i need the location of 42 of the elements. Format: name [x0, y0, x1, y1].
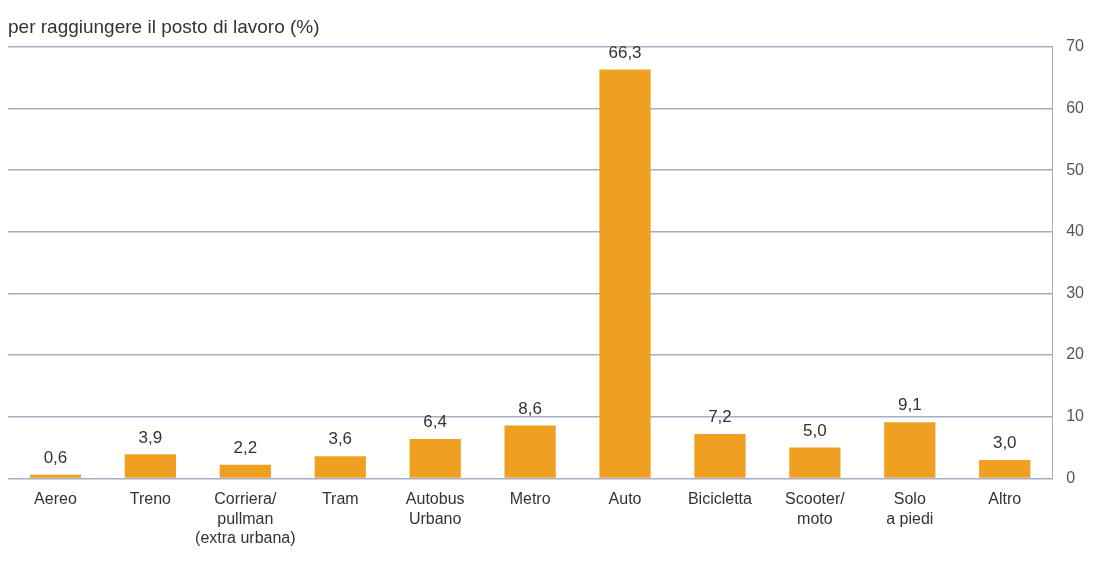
data-label: 9,1	[897, 395, 922, 415]
y-tick-label: 70	[1066, 37, 1085, 55]
x-tick-label: Solo a piedi	[886, 490, 934, 527]
x-tick-label: Metro	[509, 490, 551, 508]
data-label: 8,6	[518, 398, 542, 418]
y-tick-label: 10	[1066, 407, 1085, 425]
x-tick-label: Bicicletta	[687, 490, 753, 508]
x-tick-label: Altro	[988, 490, 1022, 508]
y-tick-label: 30	[1066, 283, 1085, 301]
bar	[409, 438, 461, 478]
bar	[884, 422, 936, 478]
bar	[694, 434, 746, 478]
x-tick-label: Tram	[321, 490, 359, 508]
y-tick-label: 40	[1066, 222, 1085, 240]
data-label: 3,9	[138, 427, 163, 447]
x-tick-label: Corriera/ pullman (extra urbana)	[195, 490, 296, 546]
bar	[504, 425, 556, 478]
bar	[124, 454, 177, 478]
x-tick-label: Treno	[129, 490, 172, 508]
chart-title: per raggiungere il posto di lavoro (%)	[8, 15, 320, 37]
x-tick-label: Autobus Urbano	[405, 490, 465, 527]
bar	[314, 456, 366, 478]
bar	[29, 474, 82, 478]
y-tick-label: 0	[1066, 468, 1076, 486]
x-tick-label: Aereo	[34, 490, 77, 508]
y-tick-label: 60	[1066, 98, 1085, 116]
data-label: 3,6	[328, 429, 353, 449]
data-label: 6,4	[423, 412, 447, 432]
data-label: 2,2	[233, 438, 258, 458]
data-label: 5,0	[803, 420, 827, 440]
x-tick-label: Auto	[608, 490, 642, 508]
bar	[979, 459, 1031, 478]
data-label: 0,6	[43, 447, 68, 467]
x-tick-label: Scooter/ moto	[785, 490, 846, 527]
data-label: 66,3	[608, 42, 642, 62]
bar	[599, 69, 651, 478]
bar	[219, 464, 271, 478]
y-tick-label: 20	[1066, 345, 1085, 363]
y-tick-label: 50	[1066, 160, 1085, 178]
data-label: 7,2	[708, 407, 732, 427]
bar	[789, 447, 841, 478]
data-label: 3,0	[992, 433, 1017, 453]
